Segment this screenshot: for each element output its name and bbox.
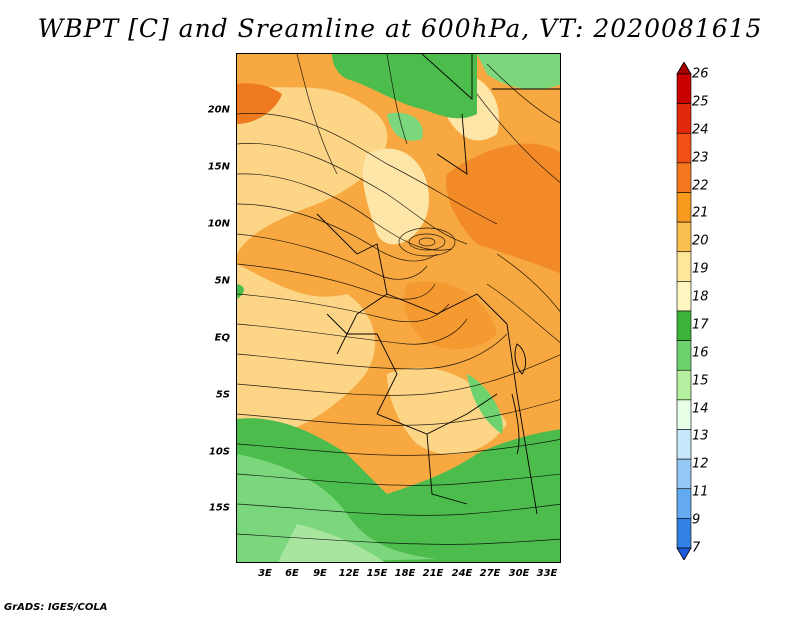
colorbar-tick-label: 22: [692, 178, 709, 194]
colorbar-tick-label: 11: [692, 484, 709, 500]
lat-label-5s: 5S: [215, 389, 230, 401]
colorbar-tick-label: 23: [692, 150, 709, 166]
colorbar-tick-label: 17: [692, 317, 709, 333]
lon-label-30e: 30E: [508, 568, 530, 579]
lon-label-24e: 24E: [451, 568, 473, 579]
wbpt-field-map: [237, 54, 560, 562]
colorbar-segment: [676, 340, 692, 371]
grads-credit: GrADS: IGES/COLA: [4, 602, 108, 613]
colorbar-segment: [676, 547, 692, 560]
colorbar-segment: [676, 251, 692, 282]
lon-label-15e: 15E: [366, 568, 388, 579]
colorbar-tick-label: 21: [692, 205, 709, 221]
lon-label-3e: 3E: [258, 568, 272, 579]
colorbar-segment: [676, 458, 692, 490]
colorbar-tick-label: 12: [692, 456, 709, 472]
lat-label-5n: 5N: [214, 275, 230, 287]
colorbar-segment: [676, 369, 692, 401]
colorbar-tick-label: 18: [692, 289, 709, 305]
lat-label-15s: 15S: [208, 502, 230, 514]
lat-label-20n: 20N: [207, 104, 230, 116]
lon-label-12e: 12E: [338, 568, 360, 579]
colorbar-tick-label: 19: [692, 261, 709, 277]
lon-label-33e: 33E: [536, 568, 558, 579]
colorbar-segment: [676, 488, 692, 519]
colorbar-tick-label: 16: [692, 345, 709, 361]
lat-label-15n: 15N: [207, 161, 230, 173]
lat-label-10s: 10S: [208, 446, 230, 458]
lat-label-eq: EQ: [214, 332, 230, 344]
colorbar-tick-label: 15: [692, 373, 709, 389]
colorbar-tick-label: 13: [692, 428, 709, 444]
colorbar-segment: [676, 221, 692, 253]
colorbar-tick-label: 9: [692, 512, 701, 528]
colorbar-tick-label: 25: [692, 94, 709, 110]
colorbar-segment: [676, 62, 692, 75]
colorbar-segment: [676, 192, 692, 223]
colorbar-segment: [676, 73, 692, 104]
colorbar: [676, 62, 692, 560]
map-title: WBPT [C] and Sreamline at 600hPa, VT: 20…: [37, 14, 763, 43]
colorbar-segment: [676, 132, 692, 164]
colorbar-segment: [676, 162, 692, 193]
colorbar-segment: [676, 310, 692, 341]
colorbar-segment: [676, 103, 692, 134]
colorbar-segment: [676, 281, 692, 312]
map-panel: [236, 53, 561, 563]
colorbar-segment: [676, 429, 692, 460]
colorbar-segment: [676, 399, 692, 430]
lon-label-9e: 9E: [313, 568, 327, 579]
colorbar-tick-label: 26: [692, 66, 709, 82]
colorbar-tick-label: 24: [692, 122, 709, 138]
lon-label-27e: 27E: [479, 568, 501, 579]
colorbar-tick-label: 20: [692, 233, 709, 249]
lon-label-18e: 18E: [394, 568, 416, 579]
lon-label-21e: 21E: [422, 568, 444, 579]
colorbar-tick-label: 14: [692, 401, 709, 417]
colorbar-tick-label: 7: [692, 540, 701, 556]
lat-label-10n: 10N: [207, 218, 230, 230]
colorbar-segment: [676, 518, 692, 549]
lon-label-6e: 6E: [285, 568, 299, 579]
